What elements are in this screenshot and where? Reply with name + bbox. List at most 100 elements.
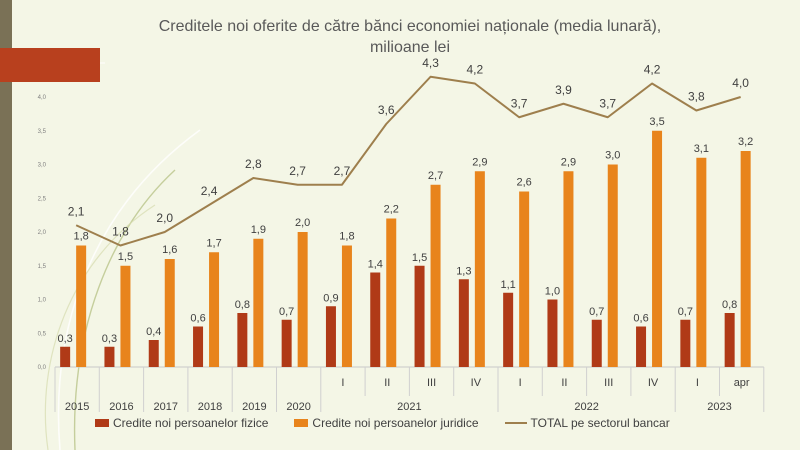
bar-juridice bbox=[120, 265, 131, 367]
bar-fizice bbox=[680, 319, 691, 367]
x-tick-label: I bbox=[519, 377, 522, 389]
data-label-total: 1,8 bbox=[112, 225, 129, 239]
bar-fizice bbox=[370, 272, 381, 367]
x-tick-label: III bbox=[427, 377, 436, 389]
legend-item-total: TOTAL pe sectorul bancar bbox=[504, 416, 670, 430]
bar-fizice bbox=[458, 279, 469, 367]
data-label-fizice: 0,8 bbox=[235, 299, 250, 311]
data-label-juridice: 1,6 bbox=[162, 244, 177, 256]
data-label-total: 3,9 bbox=[555, 83, 572, 97]
data-label-total: 2,4 bbox=[201, 184, 218, 198]
data-label-total: 4,0 bbox=[732, 76, 749, 90]
x-tick-label: 2019 bbox=[242, 401, 266, 413]
data-label-juridice: 3,1 bbox=[694, 143, 709, 155]
data-label-fizice: 1,4 bbox=[368, 259, 383, 271]
data-label-total: 2,7 bbox=[334, 164, 351, 178]
data-label-juridice: 3,0 bbox=[605, 150, 620, 162]
data-label-juridice: 1,8 bbox=[339, 231, 354, 243]
x-group-label: 2022 bbox=[574, 401, 598, 413]
legend-swatch-total bbox=[504, 422, 527, 424]
legend-label-juridice: Credite noi persoanelor juridice bbox=[312, 416, 479, 430]
data-label-juridice: 1,8 bbox=[74, 231, 89, 243]
decorative-curve-green bbox=[73, 169, 176, 450]
bar-juridice bbox=[209, 252, 220, 367]
x-tick-label: IV bbox=[648, 377, 659, 389]
data-label-juridice: 3,5 bbox=[649, 116, 664, 128]
bar-fizice bbox=[104, 346, 115, 367]
data-label-juridice: 2,6 bbox=[517, 177, 532, 189]
decorative-curve-pale bbox=[44, 204, 156, 450]
legend-swatch-fizice bbox=[95, 419, 109, 427]
x-group-label: 2021 bbox=[397, 401, 421, 413]
x-tick-label: I bbox=[696, 377, 699, 389]
x-tick-label: 2017 bbox=[154, 401, 178, 413]
legend-item-juridice: Credite noi persoanelor juridice bbox=[294, 416, 479, 430]
data-label-fizice: 1,3 bbox=[456, 265, 471, 277]
data-label-total: 3,7 bbox=[599, 96, 616, 110]
chart-title-line1: Creditele noi oferite de către bănci eco… bbox=[158, 18, 662, 35]
data-label-juridice: 2,0 bbox=[295, 217, 310, 229]
bar-fizice bbox=[724, 313, 735, 367]
bar-fizice bbox=[237, 313, 248, 367]
y-tick-label: 3,0 bbox=[38, 163, 47, 169]
line-total bbox=[75, 75, 741, 247]
bar-juridice bbox=[430, 184, 441, 367]
x-tick-label: 2020 bbox=[286, 401, 310, 413]
legend-label-total: TOTAL pe sectorul bancar bbox=[530, 416, 670, 430]
legend-label-fizice: Credite noi persoanelor fizice bbox=[113, 416, 269, 430]
data-label-fizice: 1,5 bbox=[412, 252, 427, 264]
x-tick-label: II bbox=[561, 377, 567, 389]
x-tick-label: apr bbox=[734, 377, 750, 389]
x-tick-label: 2016 bbox=[109, 401, 133, 413]
data-label-juridice: 2,7 bbox=[428, 170, 443, 182]
y-tick-label: 4,0 bbox=[38, 95, 47, 101]
bar-juridice bbox=[341, 245, 352, 367]
chart-legend: Credite noi persoanelor fizice Credite n… bbox=[95, 416, 670, 430]
x-tick-label: II bbox=[384, 377, 390, 389]
bar-juridice bbox=[297, 232, 308, 367]
data-label-fizice: 0,6 bbox=[190, 313, 205, 325]
bar-fizice bbox=[60, 346, 71, 367]
x-tick-label: III bbox=[604, 377, 613, 389]
x-group-label: 2023 bbox=[707, 401, 731, 413]
y-tick-label: 0,5 bbox=[38, 331, 47, 337]
data-label-fizice: 0,6 bbox=[633, 313, 648, 325]
bar-fizice bbox=[281, 319, 292, 367]
bar-juridice bbox=[519, 191, 530, 367]
bar-fizice bbox=[503, 292, 514, 367]
bar-fizice bbox=[148, 340, 159, 367]
legend-swatch-juridice bbox=[294, 419, 309, 427]
bar-juridice bbox=[164, 259, 175, 367]
data-label-total: 2,1 bbox=[68, 204, 85, 218]
bar-juridice bbox=[386, 218, 397, 367]
bar-juridice bbox=[652, 130, 663, 367]
data-label-total: 2,0 bbox=[156, 211, 173, 225]
x-tick-label: IV bbox=[471, 377, 482, 389]
data-label-total: 3,6 bbox=[378, 103, 395, 117]
chart-title-line2: milioane lei bbox=[369, 39, 451, 56]
y-tick-label: 2,5 bbox=[38, 196, 47, 202]
data-label-fizice: 0,4 bbox=[146, 326, 161, 338]
data-label-fizice: 1,1 bbox=[501, 279, 516, 291]
y-tick-label: 1,0 bbox=[38, 298, 47, 304]
data-label-fizice: 0,9 bbox=[323, 292, 338, 304]
data-label-fizice: 0,3 bbox=[102, 333, 117, 345]
y-tick-label: 2,0 bbox=[38, 230, 47, 236]
data-label-total: 3,7 bbox=[511, 96, 528, 110]
data-label-juridice: 3,2 bbox=[738, 136, 753, 148]
bar-fizice bbox=[591, 319, 602, 367]
legend-item-fizice: Credite noi persoanelor fizice bbox=[95, 416, 268, 430]
y-tick-label: 0,0 bbox=[38, 365, 47, 371]
bar-juridice bbox=[740, 151, 751, 367]
data-label-total: 3,8 bbox=[688, 90, 705, 104]
x-tick-label: 2015 bbox=[65, 401, 89, 413]
data-label-total: 2,8 bbox=[245, 157, 262, 171]
bar-fizice bbox=[193, 326, 204, 367]
bar-juridice bbox=[607, 164, 618, 367]
bar-juridice bbox=[76, 245, 87, 367]
data-label-fizice: 1,0 bbox=[545, 286, 560, 298]
bar-fizice bbox=[414, 265, 425, 367]
x-tick-label: 2018 bbox=[198, 401, 222, 413]
bar-fizice bbox=[636, 326, 647, 367]
